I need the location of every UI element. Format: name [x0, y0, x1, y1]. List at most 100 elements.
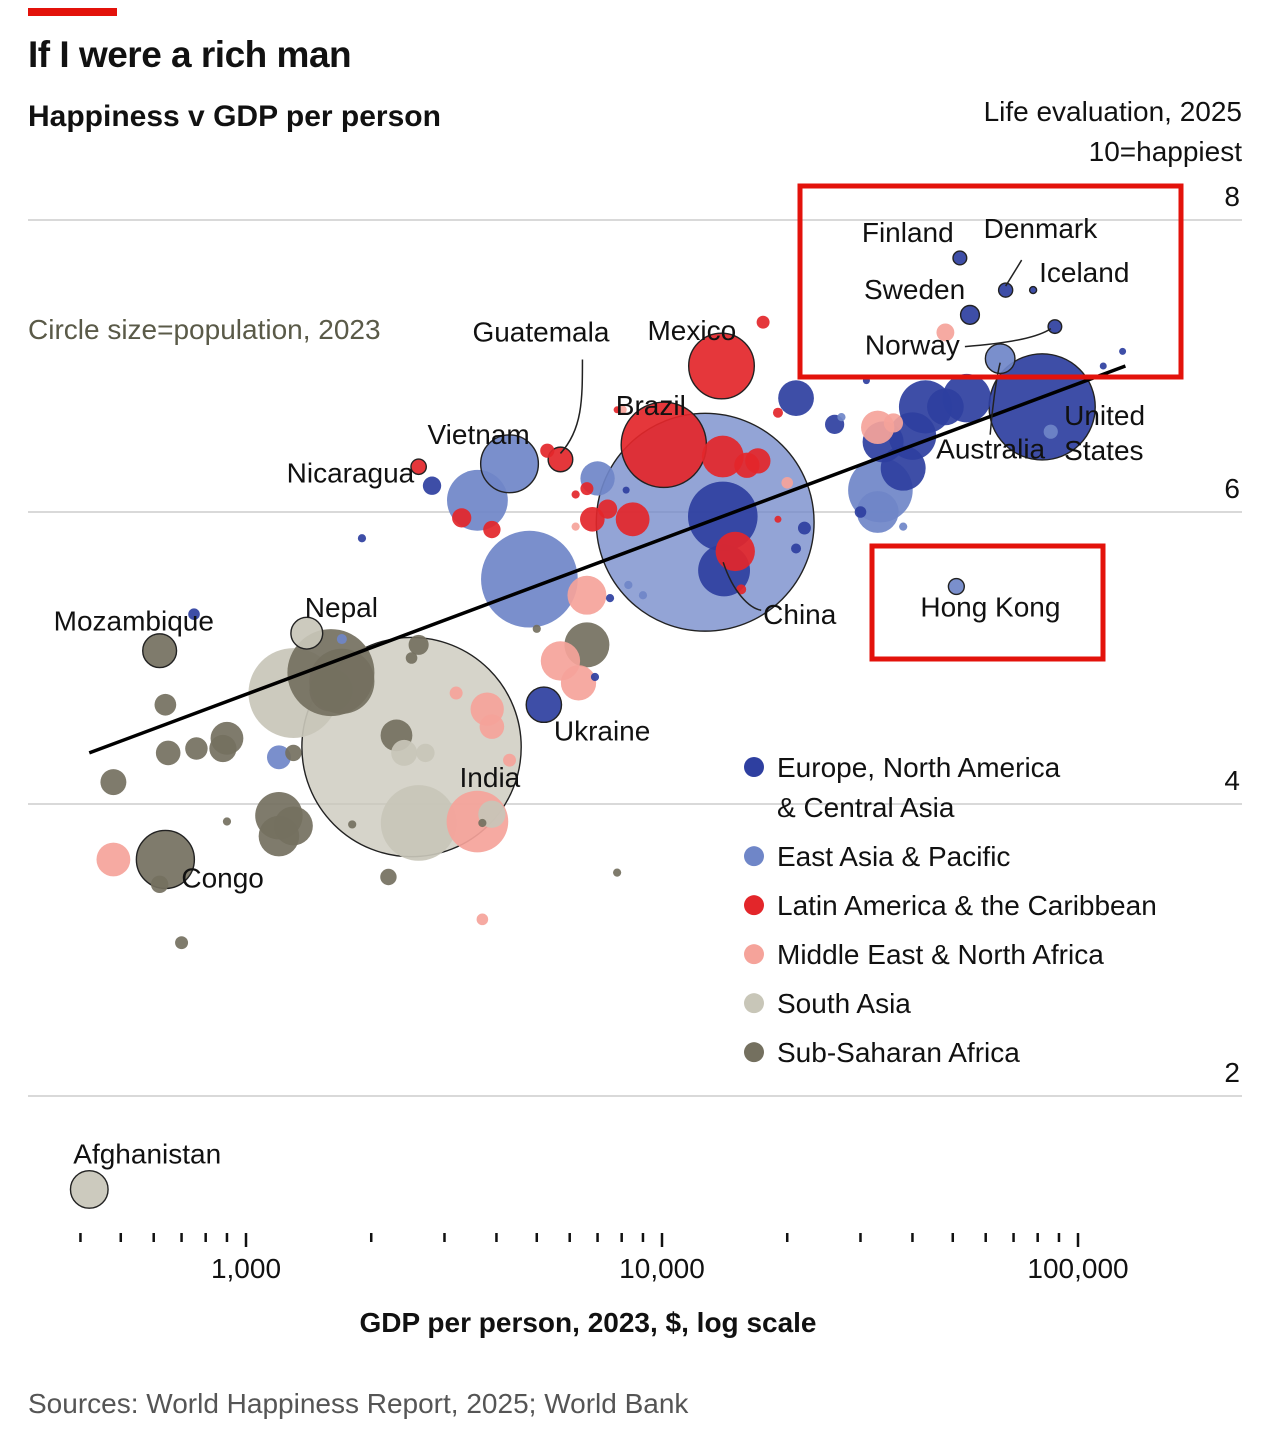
point-f19: [285, 744, 302, 762]
legend-swatch-latam: [744, 895, 764, 916]
point-f3: [309, 668, 353, 712]
point-f5: [273, 806, 313, 846]
point-c7: [778, 380, 814, 416]
point-f14: [100, 769, 127, 796]
point-m16: [571, 522, 580, 531]
point-m14: [476, 913, 489, 926]
point-m3: [560, 665, 597, 701]
label-nicaragua: Nicaragua: [287, 458, 415, 489]
point-e5: [856, 491, 899, 533]
label-united-states-line2: States: [1064, 435, 1143, 466]
label-brazil: Brazil: [616, 390, 686, 421]
point-c13: [422, 476, 442, 495]
label-guatemala: Guatemala: [472, 316, 609, 347]
point-hong-kong: [947, 577, 965, 596]
point-norway: [1047, 319, 1063, 335]
point-iceland: [1028, 285, 1038, 295]
point-sweden: [959, 304, 981, 325]
point-m1: [567, 575, 607, 615]
point-c17: [590, 672, 600, 682]
x-tick-label-100000: 100,000: [1027, 1253, 1128, 1284]
sources-note: Sources: World Happiness Report, 2025; W…: [28, 1388, 689, 1419]
point-mozambique: [142, 633, 178, 669]
leader-denmark: [1005, 259, 1023, 287]
point-c18: [622, 486, 630, 494]
point-e6: [266, 745, 291, 770]
point-l16: [736, 584, 747, 595]
legend-swatch-europe: [744, 757, 764, 777]
y-axis-title: Life evaluation, 2025 10=happiest: [984, 92, 1242, 172]
legend-swatch-eastasia: [744, 846, 764, 867]
point-l15: [774, 515, 782, 523]
point-m13: [503, 753, 517, 767]
label-india: India: [460, 762, 521, 793]
point-c15: [357, 534, 367, 543]
label-nepal: Nepal: [305, 592, 378, 623]
point-e11: [624, 580, 633, 590]
point-f21: [613, 868, 622, 877]
x-axis-title: GDP per person, 2023, $, log scale: [359, 1307, 816, 1338]
point-m12: [449, 686, 463, 700]
point-finland: [952, 250, 968, 266]
label-vietnam: Vietnam: [428, 419, 530, 450]
point-c19: [791, 543, 802, 554]
point-f11: [209, 734, 237, 763]
legend-label-eastasia: East Asia & Pacific: [777, 841, 1010, 872]
point-m9: [883, 413, 904, 433]
point-l8: [483, 520, 501, 539]
legend-label-mena: Middle East & North Africa: [777, 939, 1104, 970]
point-m10: [781, 477, 794, 489]
point-s4: [391, 739, 418, 766]
point-e12: [336, 633, 347, 645]
label-norway: Norway: [865, 330, 960, 361]
point-l10: [580, 482, 594, 496]
point-guatemala: [547, 446, 574, 473]
point-vietnam: [479, 434, 540, 494]
point-e8: [1043, 424, 1058, 439]
legend-label-ssa: Sub-Saharan Africa: [777, 1037, 1020, 1068]
point-l17: [571, 490, 580, 499]
label-afghanistan: Afghanistan: [73, 1138, 221, 1169]
highlight-box-nordics: [797, 183, 1184, 380]
label-sweden: Sweden: [864, 274, 965, 305]
y-axis-title-line2: 10=happiest: [1088, 136, 1242, 167]
legend-swatch-southasia: [744, 993, 764, 1014]
point-c22: [1119, 347, 1127, 355]
point-f13: [155, 740, 181, 766]
label-congo: Congo: [181, 862, 264, 893]
chart-title: If I were a rich man: [28, 34, 352, 75]
label-hong-kong: Hong Kong: [920, 591, 1060, 622]
point-c10: [797, 521, 811, 535]
point-l5: [615, 502, 650, 537]
trend-line: [88, 364, 1127, 755]
legend-label-latam: Latin America & the Caribbean: [777, 890, 1157, 921]
point-f12: [185, 737, 208, 760]
point-c12: [854, 506, 867, 518]
label-mozambique: Mozambique: [54, 606, 214, 637]
label-ukraine: Ukraine: [554, 716, 650, 747]
point-denmark: [997, 282, 1014, 298]
point-f23: [348, 820, 357, 829]
point-c21: [1099, 362, 1107, 370]
point-f18: [380, 868, 397, 886]
point-l11: [772, 407, 783, 418]
y-tick-label-2: 2: [1224, 1057, 1240, 1088]
y-tick-label-4: 4: [1224, 765, 1240, 796]
point-mexico: [687, 332, 756, 400]
point-ukraine: [525, 686, 563, 724]
y-axis-title-line1: Life evaluation, 2025: [983, 96, 1242, 127]
point-l13: [613, 406, 621, 414]
point-f16: [150, 875, 169, 893]
point-l12: [756, 315, 770, 329]
point-l4: [597, 499, 618, 519]
point-e9: [638, 591, 648, 600]
point-l3: [715, 531, 755, 572]
point-nepal: [290, 616, 324, 650]
point-e3: [481, 530, 578, 628]
point-f17: [175, 936, 189, 950]
label-australia: Australia: [936, 434, 1045, 465]
label-iceland: Iceland: [1039, 257, 1129, 288]
legend-swatch-ssa: [744, 1042, 764, 1063]
point-c14: [188, 608, 200, 620]
